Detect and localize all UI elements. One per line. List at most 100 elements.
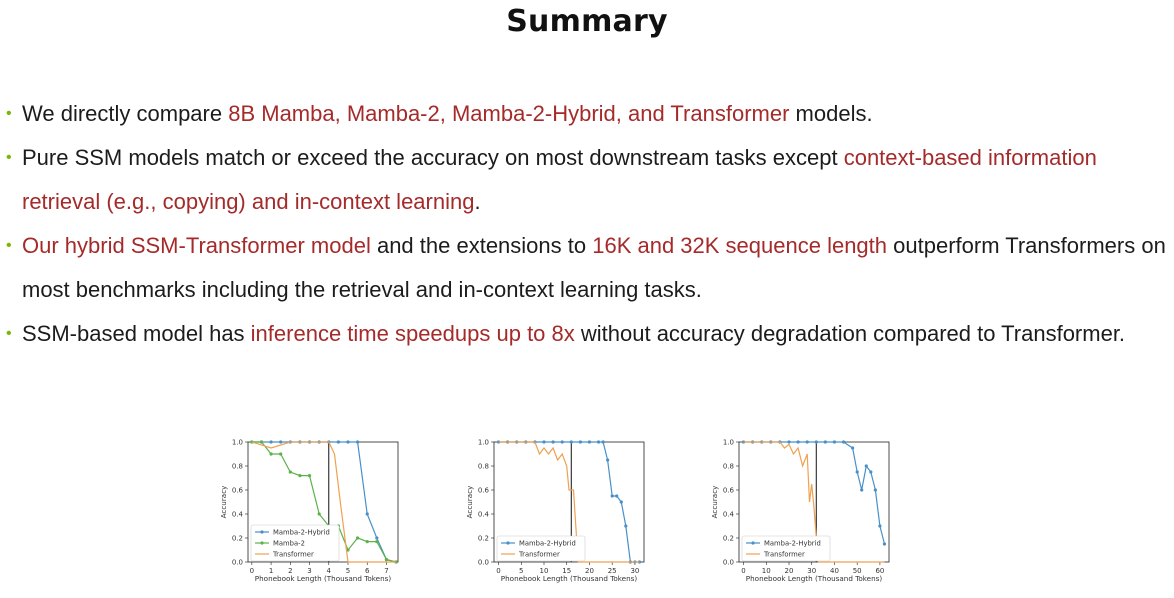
data-point xyxy=(307,474,312,478)
bullet-text: We directly compare 8B Mamba, Mamba-2, M… xyxy=(22,101,873,126)
series-line-transformer xyxy=(251,441,397,563)
data-point xyxy=(873,488,877,492)
x-tick-label: 20 xyxy=(785,567,794,575)
legend-marker xyxy=(260,541,264,545)
y-tick-label: 0.2 xyxy=(478,535,489,543)
data-point xyxy=(882,542,887,546)
x-tick-label: 6 xyxy=(365,567,370,575)
data-point xyxy=(269,440,273,444)
y-tick-label: 0.8 xyxy=(478,463,489,471)
x-tick-label: 0 xyxy=(496,567,500,575)
data-point xyxy=(615,494,619,498)
chart-phonebook-16k: 0.0 0.2 0.4 0.6 0.8 1.0 0 5 10 15 20 25 30Phonebook … xyxy=(465,439,645,583)
highlight-text: 16K and 32K sequence length xyxy=(592,233,888,258)
x-tick-label: 25 xyxy=(608,567,617,575)
x-tick-label: 5 xyxy=(519,567,523,575)
data-point xyxy=(860,488,864,492)
y-tick-label: 0.4 xyxy=(232,511,244,519)
data-point xyxy=(375,536,379,540)
legend-box xyxy=(250,524,340,562)
x-tick-label: 20 xyxy=(585,567,594,575)
data-point xyxy=(542,440,546,444)
x-tick-label: 3 xyxy=(307,567,311,575)
legend-box xyxy=(741,535,831,562)
y-tick-label: 1.0 xyxy=(723,439,734,447)
data-point xyxy=(814,440,818,444)
y-tick-label: 0.4 xyxy=(723,511,735,519)
data-point xyxy=(560,440,564,444)
data-point xyxy=(288,470,292,474)
data-point xyxy=(569,440,573,444)
x-tick-label: 7 xyxy=(384,567,388,575)
x-tick-label: 15 xyxy=(562,567,571,575)
data-point xyxy=(298,474,302,478)
x-tick-label: 10 xyxy=(540,567,549,575)
bullet-dot-icon: • xyxy=(6,105,12,122)
bullet-list: • We directly compare 8B Mamba, Mamba-2, … xyxy=(3,92,1171,356)
x-tick-label: 10 xyxy=(762,567,771,575)
x-axis-label: Phonebook Length (Thousand Tokens) xyxy=(501,574,638,583)
data-point xyxy=(606,458,610,462)
series-line-transformer xyxy=(743,441,885,563)
data-point xyxy=(578,440,582,444)
data-point xyxy=(356,440,360,444)
data-point xyxy=(851,446,855,450)
legend-marker xyxy=(751,541,755,545)
y-tick-label: 0.4 xyxy=(478,511,490,519)
data-point xyxy=(336,440,340,444)
legend-label: Mamba-2-Hybrid xyxy=(519,540,576,548)
data-point xyxy=(624,524,628,528)
legend-label: Mamba-2-Hybrid xyxy=(764,540,821,548)
x-axis-label: Phonebook Length (Thousand Tokens) xyxy=(255,574,392,583)
y-tick-label: 0.2 xyxy=(723,535,734,543)
series-line-mamba-2 xyxy=(251,441,397,563)
data-point xyxy=(610,494,614,498)
y-tick-label: 0.0 xyxy=(232,559,243,567)
legend-label: Transformer xyxy=(272,551,314,559)
bullet-dot-icon: • xyxy=(6,325,12,342)
data-point xyxy=(832,440,837,444)
legend-label: Transformer xyxy=(763,551,805,559)
legend-marker xyxy=(260,530,264,534)
highlight-text: 8B Mamba, Mamba-2, Mamba-2-Hybrid, and T… xyxy=(228,101,790,126)
data-point xyxy=(878,524,882,528)
y-tick-label: 0.8 xyxy=(723,463,734,471)
bullet-dot-icon: • xyxy=(6,237,12,254)
bullet-item: • SSM-based model has inference time spee… xyxy=(3,312,1171,356)
y-tick-label: 1.0 xyxy=(232,439,243,447)
data-point xyxy=(365,540,369,544)
data-point xyxy=(596,440,601,444)
x-tick-label: 5 xyxy=(346,567,350,575)
bullet-item: • Our hybrid SSM-Transformer model and th… xyxy=(3,224,1171,312)
data-point xyxy=(864,464,868,468)
y-tick-label: 0.0 xyxy=(478,559,489,567)
x-tick-label: 60 xyxy=(875,567,884,575)
x-axis-label: Phonebook Length (Thousand Tokens) xyxy=(746,574,883,583)
highlight-text: context-based information retrieval (e.g… xyxy=(22,145,1097,214)
data-point xyxy=(269,452,273,456)
y-tick-label: 0.6 xyxy=(232,487,244,495)
legend-label: Mamba-2 xyxy=(273,540,305,548)
y-tick-label: 0.6 xyxy=(723,487,735,495)
legend-marker xyxy=(506,541,510,545)
x-tick-label: 4 xyxy=(327,567,332,575)
data-point xyxy=(356,536,360,540)
legend-box xyxy=(496,535,586,562)
bullet-dot-icon: • xyxy=(6,149,12,166)
y-tick-label: 0.8 xyxy=(232,463,243,471)
legend-label: Mamba-2-Hybrid xyxy=(273,529,330,537)
data-point xyxy=(805,440,809,444)
bullet-item: • Pure SSM models match or exceed the acc… xyxy=(3,136,1171,224)
data-point xyxy=(375,540,379,544)
series-line-transformer xyxy=(498,441,640,563)
y-tick-label: 1.0 xyxy=(478,439,489,447)
y-axis-label: Accuracy xyxy=(710,485,719,519)
x-tick-label: 0 xyxy=(741,567,745,575)
y-tick-label: 0.0 xyxy=(723,559,734,567)
data-point xyxy=(384,558,389,562)
data-point xyxy=(869,470,873,474)
x-tick-label: 30 xyxy=(807,567,816,575)
bullet-text: SSM-based model has inference time speed… xyxy=(22,321,1126,346)
x-tick-label: 0 xyxy=(250,567,254,575)
